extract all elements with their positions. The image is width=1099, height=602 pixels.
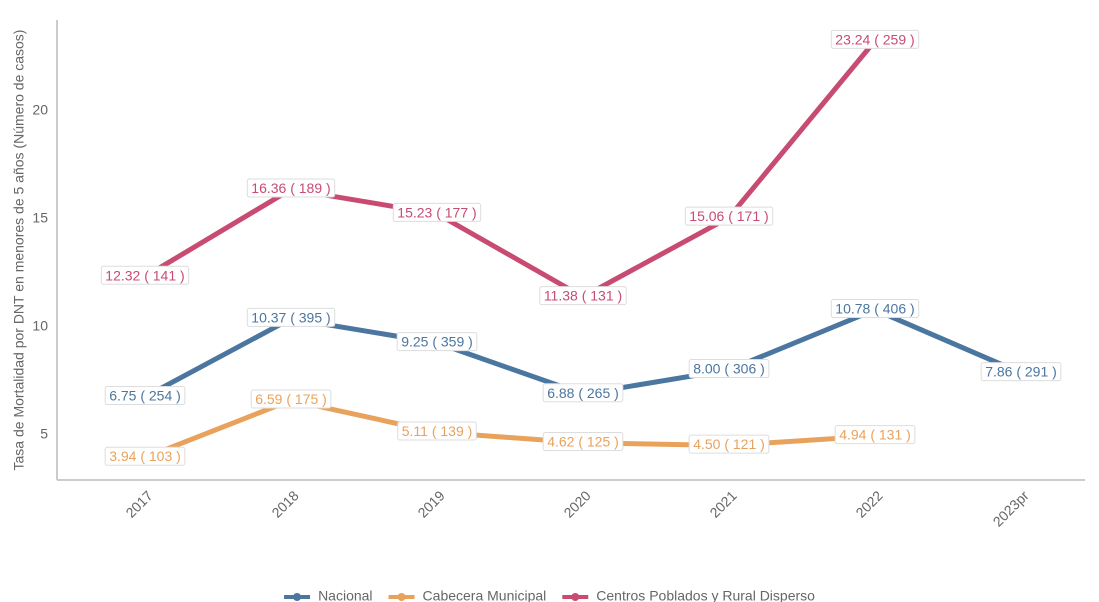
value-label-box — [397, 421, 477, 441]
x-tick-label: 2019 — [414, 487, 447, 520]
y-tick-label: 10 — [32, 317, 48, 333]
value-label-box — [104, 446, 186, 466]
x-tick-label: 2018 — [268, 487, 301, 520]
value-label: 15.23 ( 177 ) — [392, 202, 482, 222]
value-label: 11.38 ( 131 ) — [539, 286, 627, 306]
value-label: 4.94 ( 131 ) — [834, 425, 916, 445]
value-label: 4.50 ( 121 ) — [688, 434, 770, 454]
value-label-text: 5.11 ( 139 ) — [402, 423, 473, 439]
legend-label: Cabecera Municipal — [423, 588, 547, 602]
legend-dot — [293, 593, 302, 601]
value-label-text: 12.32 ( 141 ) — [105, 267, 184, 283]
value-label: 7.86 ( 291 ) — [980, 362, 1062, 382]
value-label-text: 15.23 ( 177 ) — [397, 204, 476, 220]
value-label-box — [542, 432, 624, 452]
value-label-text: 15.06 ( 171 ) — [689, 208, 768, 224]
value-label-box — [688, 434, 770, 454]
value-label: 6.75 ( 254 ) — [104, 386, 186, 406]
x-tick-label: 2020 — [560, 487, 593, 520]
value-label: 23.24 ( 259 ) — [830, 29, 920, 49]
value-label: 5.11 ( 139 ) — [397, 421, 477, 441]
value-label: 8.00 ( 306 ) — [688, 359, 770, 379]
legend-label: Nacional — [318, 588, 372, 602]
value-label-box — [250, 389, 332, 409]
value-label-text: 10.78 ( 406 ) — [835, 301, 914, 317]
value-label: 10.78 ( 406 ) — [830, 299, 920, 319]
value-label-box — [834, 425, 916, 445]
x-tick-label: 2023pr — [990, 487, 1032, 529]
value-label-text: 8.00 ( 306 ) — [693, 361, 765, 377]
value-label-text: 10.37 ( 395 ) — [251, 309, 330, 325]
value-label-box — [830, 299, 920, 319]
value-label: 3.94 ( 103 ) — [104, 446, 186, 466]
legend-item: Cabecera Municipal — [388, 588, 547, 602]
x-tick-label: 2021 — [706, 487, 739, 520]
value-label: 12.32 ( 141 ) — [100, 265, 190, 285]
x-tick-label: 2017 — [122, 487, 155, 520]
value-label-box — [542, 383, 624, 403]
legend-item: Nacional — [284, 588, 373, 602]
value-label: 6.59 ( 175 ) — [250, 389, 332, 409]
legend-dot — [397, 593, 406, 601]
legend-dot — [571, 593, 580, 601]
value-label-box — [539, 286, 627, 306]
value-label-text: 3.94 ( 103 ) — [109, 448, 181, 464]
y-axis-label: Tasa de Mortalidad por DNT en menores de… — [11, 30, 27, 471]
value-label-box — [688, 359, 770, 379]
y-tick-label: 5 — [40, 425, 48, 441]
legend-label: Centros Poblados y Rural Disperso — [596, 588, 815, 602]
value-label-text: 16.36 ( 189 ) — [251, 180, 330, 196]
value-label-text: 23.24 ( 259 ) — [835, 31, 914, 47]
value-label-text: 6.75 ( 254 ) — [109, 388, 181, 404]
x-tick-label: 2022 — [852, 487, 885, 520]
value-label: 6.88 ( 265 ) — [542, 383, 624, 403]
value-label-box — [392, 202, 482, 222]
value-label-text: 4.94 ( 131 ) — [839, 427, 911, 443]
value-label: 4.62 ( 125 ) — [542, 432, 624, 452]
value-label: 10.37 ( 395 ) — [246, 307, 336, 327]
value-label-box — [246, 178, 336, 198]
legend-item: Centros Poblados y Rural Disperso — [562, 588, 815, 602]
value-label-box — [100, 265, 190, 285]
value-label-box — [684, 206, 774, 226]
y-tick-label: 15 — [32, 209, 48, 225]
y-tick-label: 20 — [32, 101, 48, 117]
value-label-text: 6.59 ( 175 ) — [255, 391, 327, 407]
value-label-box — [104, 386, 186, 406]
value-label-box — [396, 332, 478, 352]
value-label-box — [246, 307, 336, 327]
value-label-text: 4.62 ( 125 ) — [547, 434, 619, 450]
value-label: 15.06 ( 171 ) — [684, 206, 774, 226]
value-label-text: 6.88 ( 265 ) — [547, 385, 619, 401]
series-line — [143, 39, 877, 300]
value-label: 16.36 ( 189 ) — [246, 178, 336, 198]
value-label-text: 4.50 ( 121 ) — [693, 436, 765, 452]
value-label-box — [980, 362, 1062, 382]
value-label: 9.25 ( 359 ) — [396, 332, 478, 352]
value-label-text: 7.86 ( 291 ) — [985, 364, 1057, 380]
value-label-text: 9.25 ( 359 ) — [401, 334, 473, 350]
value-label-text: 11.38 ( 131 ) — [544, 288, 622, 304]
value-label-box — [830, 29, 920, 49]
